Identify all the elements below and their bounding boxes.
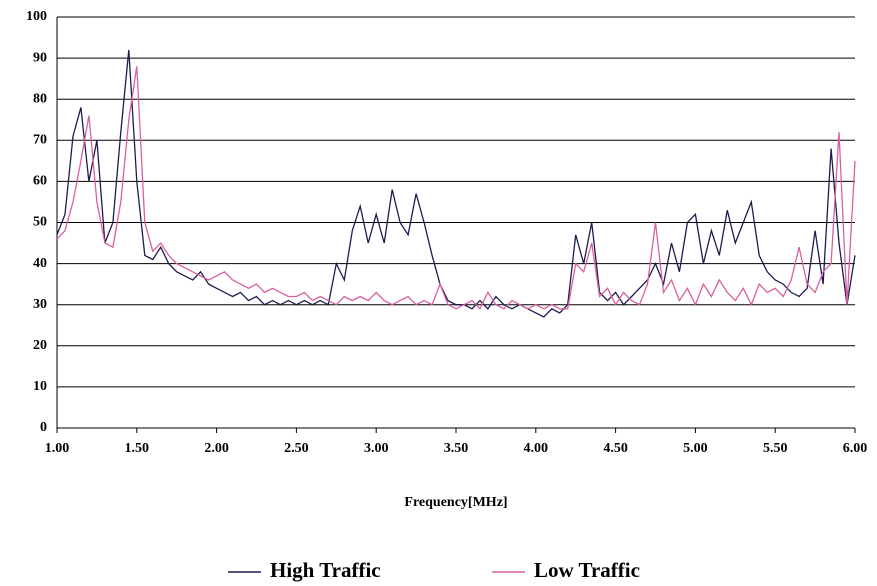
x-tick-label: 4.50 xyxy=(603,441,628,456)
y-tick-label: 80 xyxy=(33,91,47,106)
legend-label: Low Traffic xyxy=(534,558,640,582)
y-tick-label: 40 xyxy=(33,256,47,271)
legend-label: High Traffic xyxy=(270,558,381,582)
x-tick-label: 5.00 xyxy=(683,441,708,456)
y-tick-label: 90 xyxy=(33,50,47,65)
x-tick-label: 3.00 xyxy=(364,441,389,456)
series-line xyxy=(56,49,856,318)
series-line xyxy=(56,66,856,310)
x-tick-label: 1.00 xyxy=(45,441,70,456)
x-tick-label: 5.50 xyxy=(763,441,788,456)
y-tick-label: 70 xyxy=(33,133,47,148)
y-tick-label: 30 xyxy=(33,297,47,312)
x-tick-label: 3.50 xyxy=(444,441,469,456)
x-tick-label: 4.00 xyxy=(524,441,549,456)
x-tick-label: 1.50 xyxy=(125,441,150,456)
x-tick-label: 6.00 xyxy=(843,441,868,456)
y-tick-label: 0 xyxy=(40,420,47,435)
y-tick-label: 20 xyxy=(33,338,47,353)
y-tick-label: 100 xyxy=(26,9,47,24)
y-tick-label: 10 xyxy=(33,379,47,394)
y-tick-label: 50 xyxy=(33,215,47,230)
y-tick-label: 60 xyxy=(33,174,47,189)
x-tick-label: 2.00 xyxy=(204,441,229,456)
x-axis-label: Frequency[MHz] xyxy=(404,495,507,510)
x-tick-label: 2.50 xyxy=(284,441,309,456)
